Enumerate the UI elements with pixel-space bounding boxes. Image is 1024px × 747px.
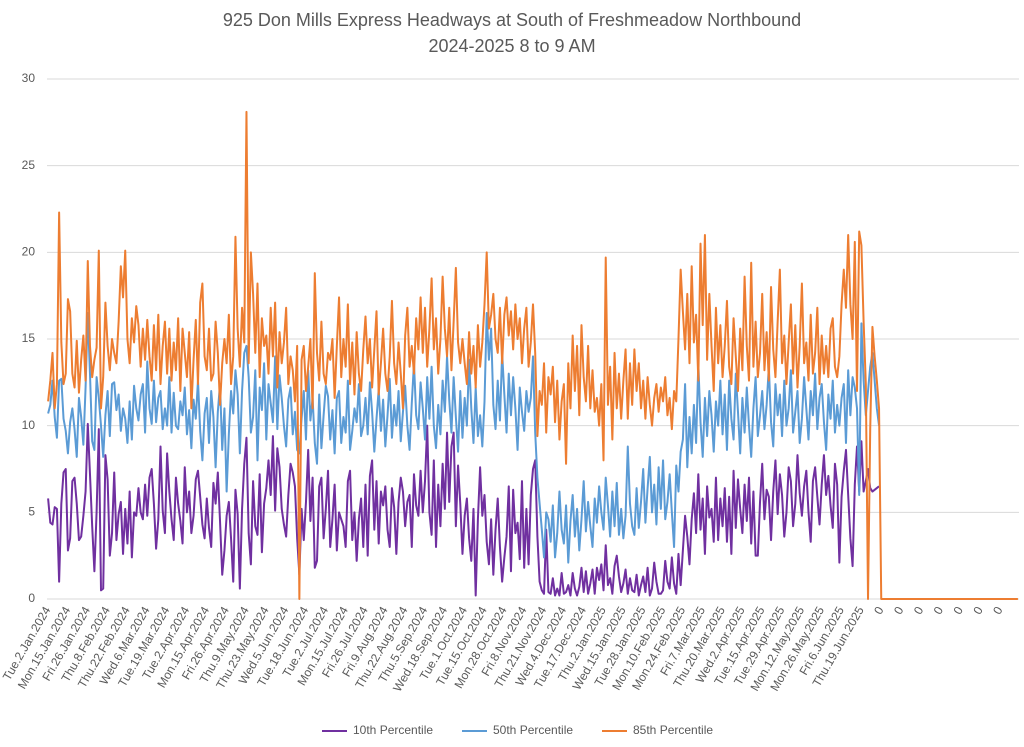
y-tick-label: 10 (22, 418, 36, 432)
y-tick-label: 0 (28, 591, 35, 605)
x-tick-label: 0 (931, 604, 947, 617)
series-line (47, 422, 880, 597)
x-tick-label: 0 (950, 604, 966, 617)
chart-title: 925 Don Mills Express Headways at South … (223, 10, 801, 30)
x-tick-label: 0 (891, 604, 907, 617)
legend-label: 85th Percentile (633, 723, 713, 737)
legend-label: 50th Percentile (493, 723, 573, 737)
series-line (47, 110, 1018, 600)
y-tick-label: 30 (22, 71, 36, 85)
x-tick-label: 0 (970, 604, 986, 617)
legend-label: 10th Percentile (353, 723, 433, 737)
x-tick-label: 0 (990, 604, 1006, 617)
chart-subtitle: 2024-2025 8 to 9 AM (428, 36, 595, 56)
x-tick-label: 0 (871, 604, 887, 617)
x-tick-label: 0 (911, 604, 927, 617)
y-tick-label: 25 (22, 158, 36, 172)
y-tick-label: 15 (22, 331, 36, 345)
y-tick-label: 5 (28, 505, 35, 519)
y-tick-label: 20 (22, 245, 36, 259)
series-line (47, 312, 881, 564)
